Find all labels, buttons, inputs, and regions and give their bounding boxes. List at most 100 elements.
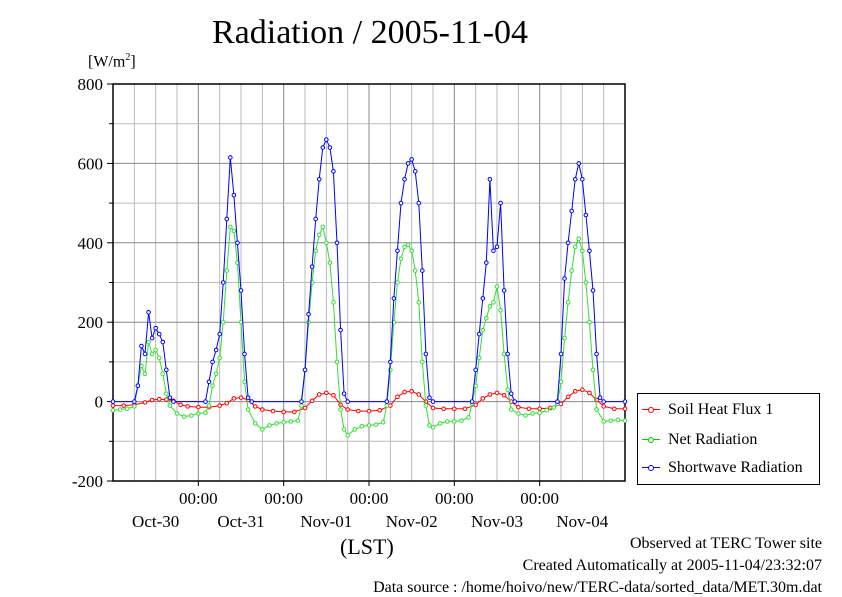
series-net-radiation-point <box>331 300 336 305</box>
series-soil-heat-flux-point <box>622 406 628 412</box>
series-shortwave-radiation-point <box>590 288 596 293</box>
series-soil-heat-flux-point <box>580 387 585 392</box>
series-net-radiation-point <box>494 284 500 289</box>
series-soil-heat-flux-point <box>430 405 436 411</box>
series-shortwave-radiation-point <box>484 260 489 265</box>
series-soil-heat-flux-point <box>516 404 521 410</box>
series-shortwave-radiation-point <box>580 176 585 182</box>
series-net-radiation-point <box>320 224 326 230</box>
series-shortwave-radiation-point <box>167 395 173 400</box>
series-soil-heat-flux-point <box>252 404 258 409</box>
series-soil-heat-flux-point <box>480 396 486 401</box>
x-day-label: Nov-04 <box>556 512 608 531</box>
series-net-radiation-point <box>213 371 219 377</box>
series-shortwave-radiation-point <box>487 176 493 182</box>
x-time-label: 00:00 <box>179 489 218 508</box>
x-day-label: Nov-01 <box>300 512 352 531</box>
series-net-radiation-point <box>220 319 226 325</box>
series-shortwave-radiation-point <box>395 248 400 254</box>
legend-swatch-shortwave-radiation <box>642 462 660 474</box>
series-shortwave-radiation-point <box>565 240 571 246</box>
series-shortwave-radiation-point <box>427 395 432 400</box>
series-net-radiation-point <box>352 427 358 432</box>
series-net-radiation-point <box>537 410 542 416</box>
series-net-radiation-point <box>437 421 443 426</box>
series-soil-heat-flux-point <box>377 408 382 413</box>
series-net-radiation-point <box>587 319 592 325</box>
series-shortwave-radiation-point <box>334 240 340 246</box>
series-net-radiation-point <box>327 260 333 265</box>
series-soil-heat-flux-point <box>409 388 414 394</box>
series-net-radiation-point <box>132 404 137 409</box>
series-soil-heat-flux-point <box>587 390 592 396</box>
series-net-radiation-point <box>142 371 148 377</box>
series-shortwave-radiation-point <box>569 208 574 214</box>
series-net-radiation-point <box>452 419 457 424</box>
series-shortwave-radiation-point <box>594 351 599 357</box>
series-shortwave-radiation-point <box>494 244 500 250</box>
series-net-radiation-point <box>622 418 628 423</box>
series-net-radiation-point <box>480 327 486 333</box>
series-soil-heat-flux-point <box>452 406 457 412</box>
legend-swatch-net-radiation <box>642 434 660 446</box>
series-net-radiation-point <box>576 236 582 242</box>
series-net-radiation-point <box>412 268 418 273</box>
series-shortwave-radiation-point <box>327 145 333 150</box>
series-shortwave-radiation-point <box>423 351 429 357</box>
series-soil-heat-flux-point <box>565 394 571 400</box>
x-day-label: Oct-30 <box>132 512 179 531</box>
series-net-radiation-point <box>508 407 514 412</box>
y-tick-label: 200 <box>78 313 104 332</box>
series-shortwave-radiation-point <box>505 351 510 357</box>
series-shortwave-radiation-point <box>139 343 144 349</box>
series-soil-heat-flux-point <box>487 392 493 397</box>
series-net-radiation-point <box>416 300 422 305</box>
series-net-radiation-point <box>124 406 130 412</box>
series-soil-heat-flux-point <box>302 405 308 411</box>
series-net-radiation-point <box>551 405 557 410</box>
series-shortwave-radiation-point <box>135 383 141 389</box>
series-shortwave-radiation-point <box>238 288 244 293</box>
x-time-label: 00:00 <box>435 489 474 508</box>
series-net-radiation-point <box>167 403 173 408</box>
series-soil-heat-flux-point <box>149 397 155 403</box>
legend-item-shortwave-radiation: Shortwave Radiation <box>638 456 819 480</box>
series-shortwave-radiation-point <box>235 240 240 246</box>
legend-label-soil-heat-flux: Soil Heat Flux 1 <box>668 401 774 418</box>
series-shortwave-radiation-point <box>576 161 582 166</box>
series-shortwave-radiation-point <box>391 296 397 301</box>
y-tick-label: 600 <box>78 154 104 173</box>
series-soil-heat-flux-point <box>526 406 532 412</box>
y-tick-label: 0 <box>95 393 104 412</box>
y-tick-label: 800 <box>78 75 104 94</box>
legend-label-shortwave-radiation: Shortwave Radiation <box>668 459 803 476</box>
series-shortwave-radiation-point <box>313 216 318 222</box>
series-net-radiation-point <box>384 403 390 408</box>
series-shortwave-radiation-point <box>558 351 564 357</box>
series-net-radiation-point <box>149 351 155 357</box>
series-shortwave-radiation-point <box>480 296 486 301</box>
series-shortwave-radiation-point <box>213 347 219 353</box>
series-net-radiation-point <box>498 307 503 313</box>
series-shortwave-radiation-point <box>171 399 176 404</box>
series-net-radiation-point <box>334 359 340 365</box>
series-shortwave-radiation-point <box>331 169 336 174</box>
series-net-radiation-point <box>380 419 386 425</box>
series-soil-heat-flux-point <box>121 403 126 408</box>
x-axis-label: (LST) <box>340 534 394 559</box>
series-net-radiation-point <box>341 427 347 432</box>
series-shortwave-radiation-point <box>555 399 560 404</box>
series-shortwave-radiation-point <box>302 367 308 373</box>
series-net-radiation-point <box>476 355 482 361</box>
series-soil-heat-flux-point <box>462 406 468 412</box>
series-shortwave-radiation-point <box>420 268 425 273</box>
series-shortwave-radiation-point <box>110 399 116 404</box>
series-net-radiation-point <box>206 403 212 408</box>
y-units-label: [W/m2] <box>88 52 136 71</box>
series-net-radiation-point <box>324 240 329 246</box>
series-soil-heat-flux-point <box>324 390 329 396</box>
series-shortwave-radiation-point <box>146 309 151 315</box>
series-soil-heat-flux-point <box>612 406 617 412</box>
series-net-radiation-point <box>242 379 247 385</box>
